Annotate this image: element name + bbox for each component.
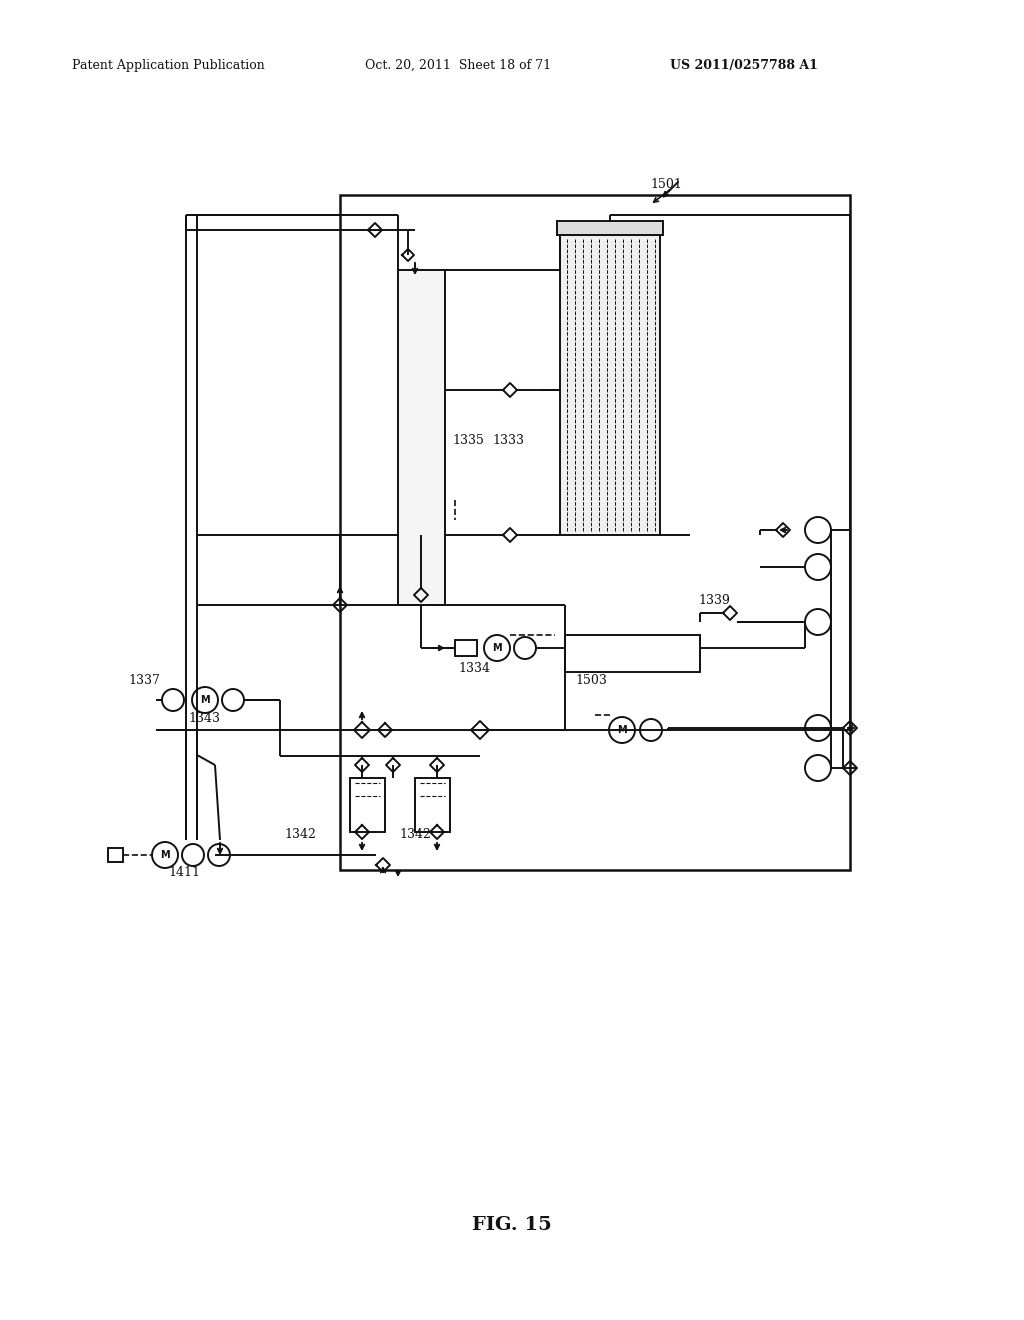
Text: Oct. 20, 2011  Sheet 18 of 71: Oct. 20, 2011 Sheet 18 of 71 — [365, 58, 551, 71]
Circle shape — [152, 842, 178, 869]
Circle shape — [514, 638, 536, 659]
Text: 1337: 1337 — [128, 673, 160, 686]
Circle shape — [208, 843, 230, 866]
Circle shape — [805, 609, 831, 635]
Bar — [455, 640, 477, 656]
Circle shape — [805, 517, 831, 543]
Text: 1503: 1503 — [575, 673, 607, 686]
Circle shape — [193, 686, 218, 713]
Text: 1339: 1339 — [698, 594, 730, 606]
Text: M: M — [617, 725, 627, 735]
Circle shape — [609, 717, 635, 743]
Circle shape — [805, 554, 831, 579]
Text: M: M — [493, 643, 502, 653]
Circle shape — [805, 715, 831, 741]
Text: 1334: 1334 — [458, 661, 490, 675]
Text: M: M — [200, 696, 210, 705]
Text: 1411: 1411 — [168, 866, 200, 879]
Bar — [108, 847, 123, 862]
Text: 1335: 1335 — [452, 433, 484, 446]
Bar — [350, 777, 385, 832]
Circle shape — [640, 719, 662, 741]
Bar — [557, 220, 663, 235]
Text: 1342: 1342 — [399, 828, 431, 841]
Circle shape — [805, 755, 831, 781]
Circle shape — [484, 635, 510, 661]
Bar — [398, 271, 445, 605]
Text: 1333: 1333 — [492, 433, 524, 446]
Bar — [415, 777, 450, 832]
Bar — [565, 635, 700, 672]
Text: 1343: 1343 — [188, 711, 220, 725]
Bar — [560, 235, 660, 535]
Text: 1501: 1501 — [650, 178, 682, 191]
Circle shape — [182, 843, 204, 866]
Bar — [340, 195, 850, 870]
Text: 1342: 1342 — [284, 828, 315, 841]
Circle shape — [162, 689, 184, 711]
Text: M: M — [160, 850, 170, 861]
Circle shape — [222, 689, 244, 711]
Text: FIG. 15: FIG. 15 — [472, 1216, 552, 1234]
Text: US 2011/0257788 A1: US 2011/0257788 A1 — [670, 58, 818, 71]
Text: Patent Application Publication: Patent Application Publication — [72, 58, 265, 71]
